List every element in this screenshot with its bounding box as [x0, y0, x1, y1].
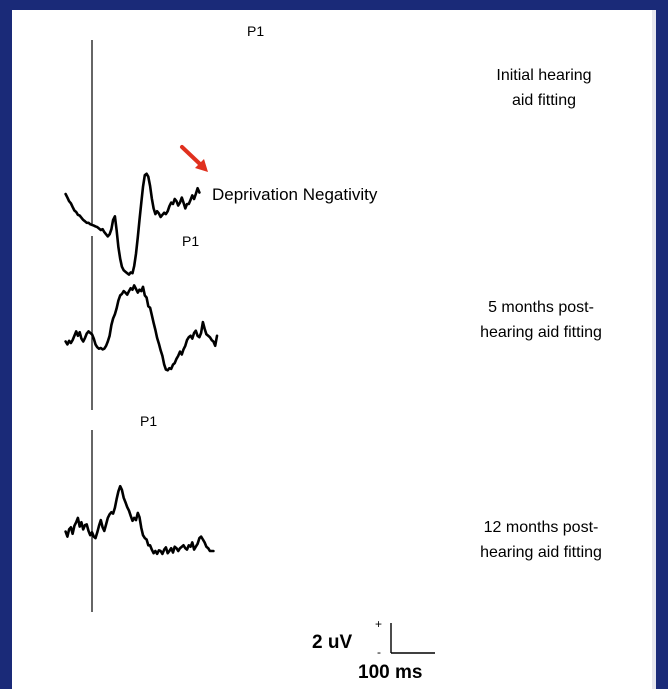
scale-bar-amplitude-label: 2 uV — [312, 632, 352, 653]
waveform-12-months — [64, 484, 215, 556]
figure-panel — [12, 10, 652, 689]
deprivation-negativity-label: Deprivation Negativity — [212, 185, 378, 204]
condition-label-initial-line1: Initial hearing — [496, 67, 591, 84]
scale-bar-plus: + — [375, 617, 382, 631]
condition-label-5months-line1: 5 months post- — [488, 299, 594, 316]
waveform-5-months — [64, 284, 219, 372]
condition-label-initial-line2: aid fitting — [512, 92, 576, 109]
scale-bar-minus: - — [377, 645, 381, 659]
condition-label-5months-line2: hearing aid fitting — [480, 324, 602, 341]
peak-label-p1-5months: P1 — [182, 233, 199, 249]
peak-label-p1-12months: P1 — [140, 413, 157, 429]
panel-edge — [652, 10, 656, 689]
condition-label-12months-line1: 12 months post- — [484, 519, 599, 536]
peak-label-p1-initial: P1 — [247, 23, 264, 39]
scale-bar-time-label: 100 ms — [358, 662, 422, 683]
scale-bar: + - 2 uV 100 ms — [312, 617, 435, 683]
deprivation-arrow — [180, 145, 208, 172]
waveform-initial — [64, 172, 201, 276]
condition-label-12months-line2: hearing aid fitting — [480, 544, 602, 561]
